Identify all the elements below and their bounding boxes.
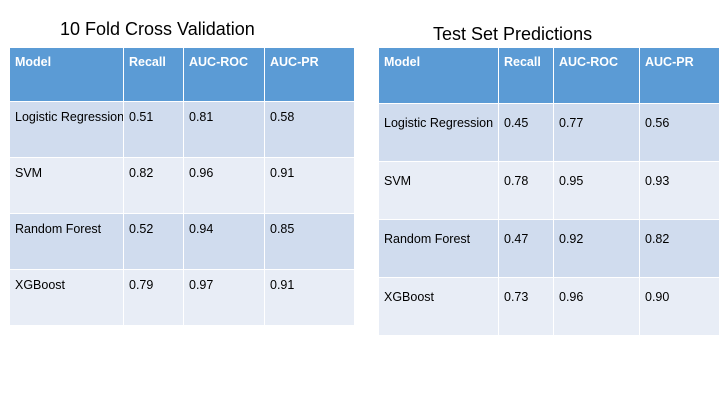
table-row: Logistic Regression 0.45 0.77 0.56 [378,103,720,162]
test-set-table: Model Recall AUC-ROC AUC-PR Logistic Reg… [378,47,720,336]
auc-pr-cell: 0.91 [264,269,355,326]
recall-cell: 0.82 [123,157,184,214]
model-name-cell: Random Forest [378,219,499,278]
auc-pr-cell: 0.91 [264,157,355,214]
auc-roc-cell: 0.97 [183,269,265,326]
auc-pr-cell: 0.85 [264,213,355,270]
column-header-recall: Recall [498,47,554,104]
test-set-title: Test Set Predictions [433,24,593,44]
cross-validation-table: Model Recall AUC-ROC AUC-PR Logistic Reg… [9,47,355,326]
model-name-cell: XGBoost [9,269,124,326]
column-header-auc-pr: AUC-PR [639,47,720,104]
table-row: Logistic Regression 0.51 0.81 0.58 [9,101,355,158]
column-header-auc-roc: AUC-ROC [183,47,265,102]
table-row: Random Forest 0.47 0.92 0.82 [378,219,720,278]
column-header-model: Model [378,47,499,104]
table-header-row: Model Recall AUC-ROC AUC-PR [9,47,355,102]
model-name-cell: SVM [9,157,124,214]
recall-cell: 0.52 [123,213,184,270]
auc-roc-cell: 0.81 [183,101,265,158]
auc-roc-cell: 0.96 [553,277,640,336]
auc-pr-cell: 0.82 [639,219,720,278]
auc-roc-cell: 0.94 [183,213,265,270]
auc-roc-cell: 0.77 [553,103,640,162]
table-row: XGBoost 0.79 0.97 0.91 [9,269,355,326]
column-header-model: Model [9,47,124,102]
recall-cell: 0.51 [123,101,184,158]
column-header-auc-roc: AUC-ROC [553,47,640,104]
model-name-cell: Logistic Regression [378,103,499,162]
recall-cell: 0.79 [123,269,184,326]
model-name-cell: XGBoost [378,277,499,336]
table-row: SVM 0.78 0.95 0.93 [378,161,720,220]
recall-cell: 0.47 [498,219,554,278]
recall-cell: 0.45 [498,103,554,162]
table-row: XGBoost 0.73 0.96 0.90 [378,277,720,336]
auc-pr-cell: 0.93 [639,161,720,220]
auc-roc-cell: 0.92 [553,219,640,278]
auc-roc-cell: 0.95 [553,161,640,220]
model-name-cell: SVM [378,161,499,220]
auc-roc-cell: 0.96 [183,157,265,214]
column-header-auc-pr: AUC-PR [264,47,355,102]
table-header-row: Model Recall AUC-ROC AUC-PR [378,47,720,104]
auc-pr-cell: 0.58 [264,101,355,158]
auc-pr-cell: 0.56 [639,103,720,162]
model-name-cell: Logistic Regression [9,101,124,158]
recall-cell: 0.73 [498,277,554,336]
model-name-cell: Random Forest [9,213,124,270]
table-row: SVM 0.82 0.96 0.91 [9,157,355,214]
auc-pr-cell: 0.90 [639,277,720,336]
column-header-recall: Recall [123,47,184,102]
recall-cell: 0.78 [498,161,554,220]
cross-validation-title: 10 Fold Cross Validation [60,19,255,39]
table-row: Random Forest 0.52 0.94 0.85 [9,213,355,270]
